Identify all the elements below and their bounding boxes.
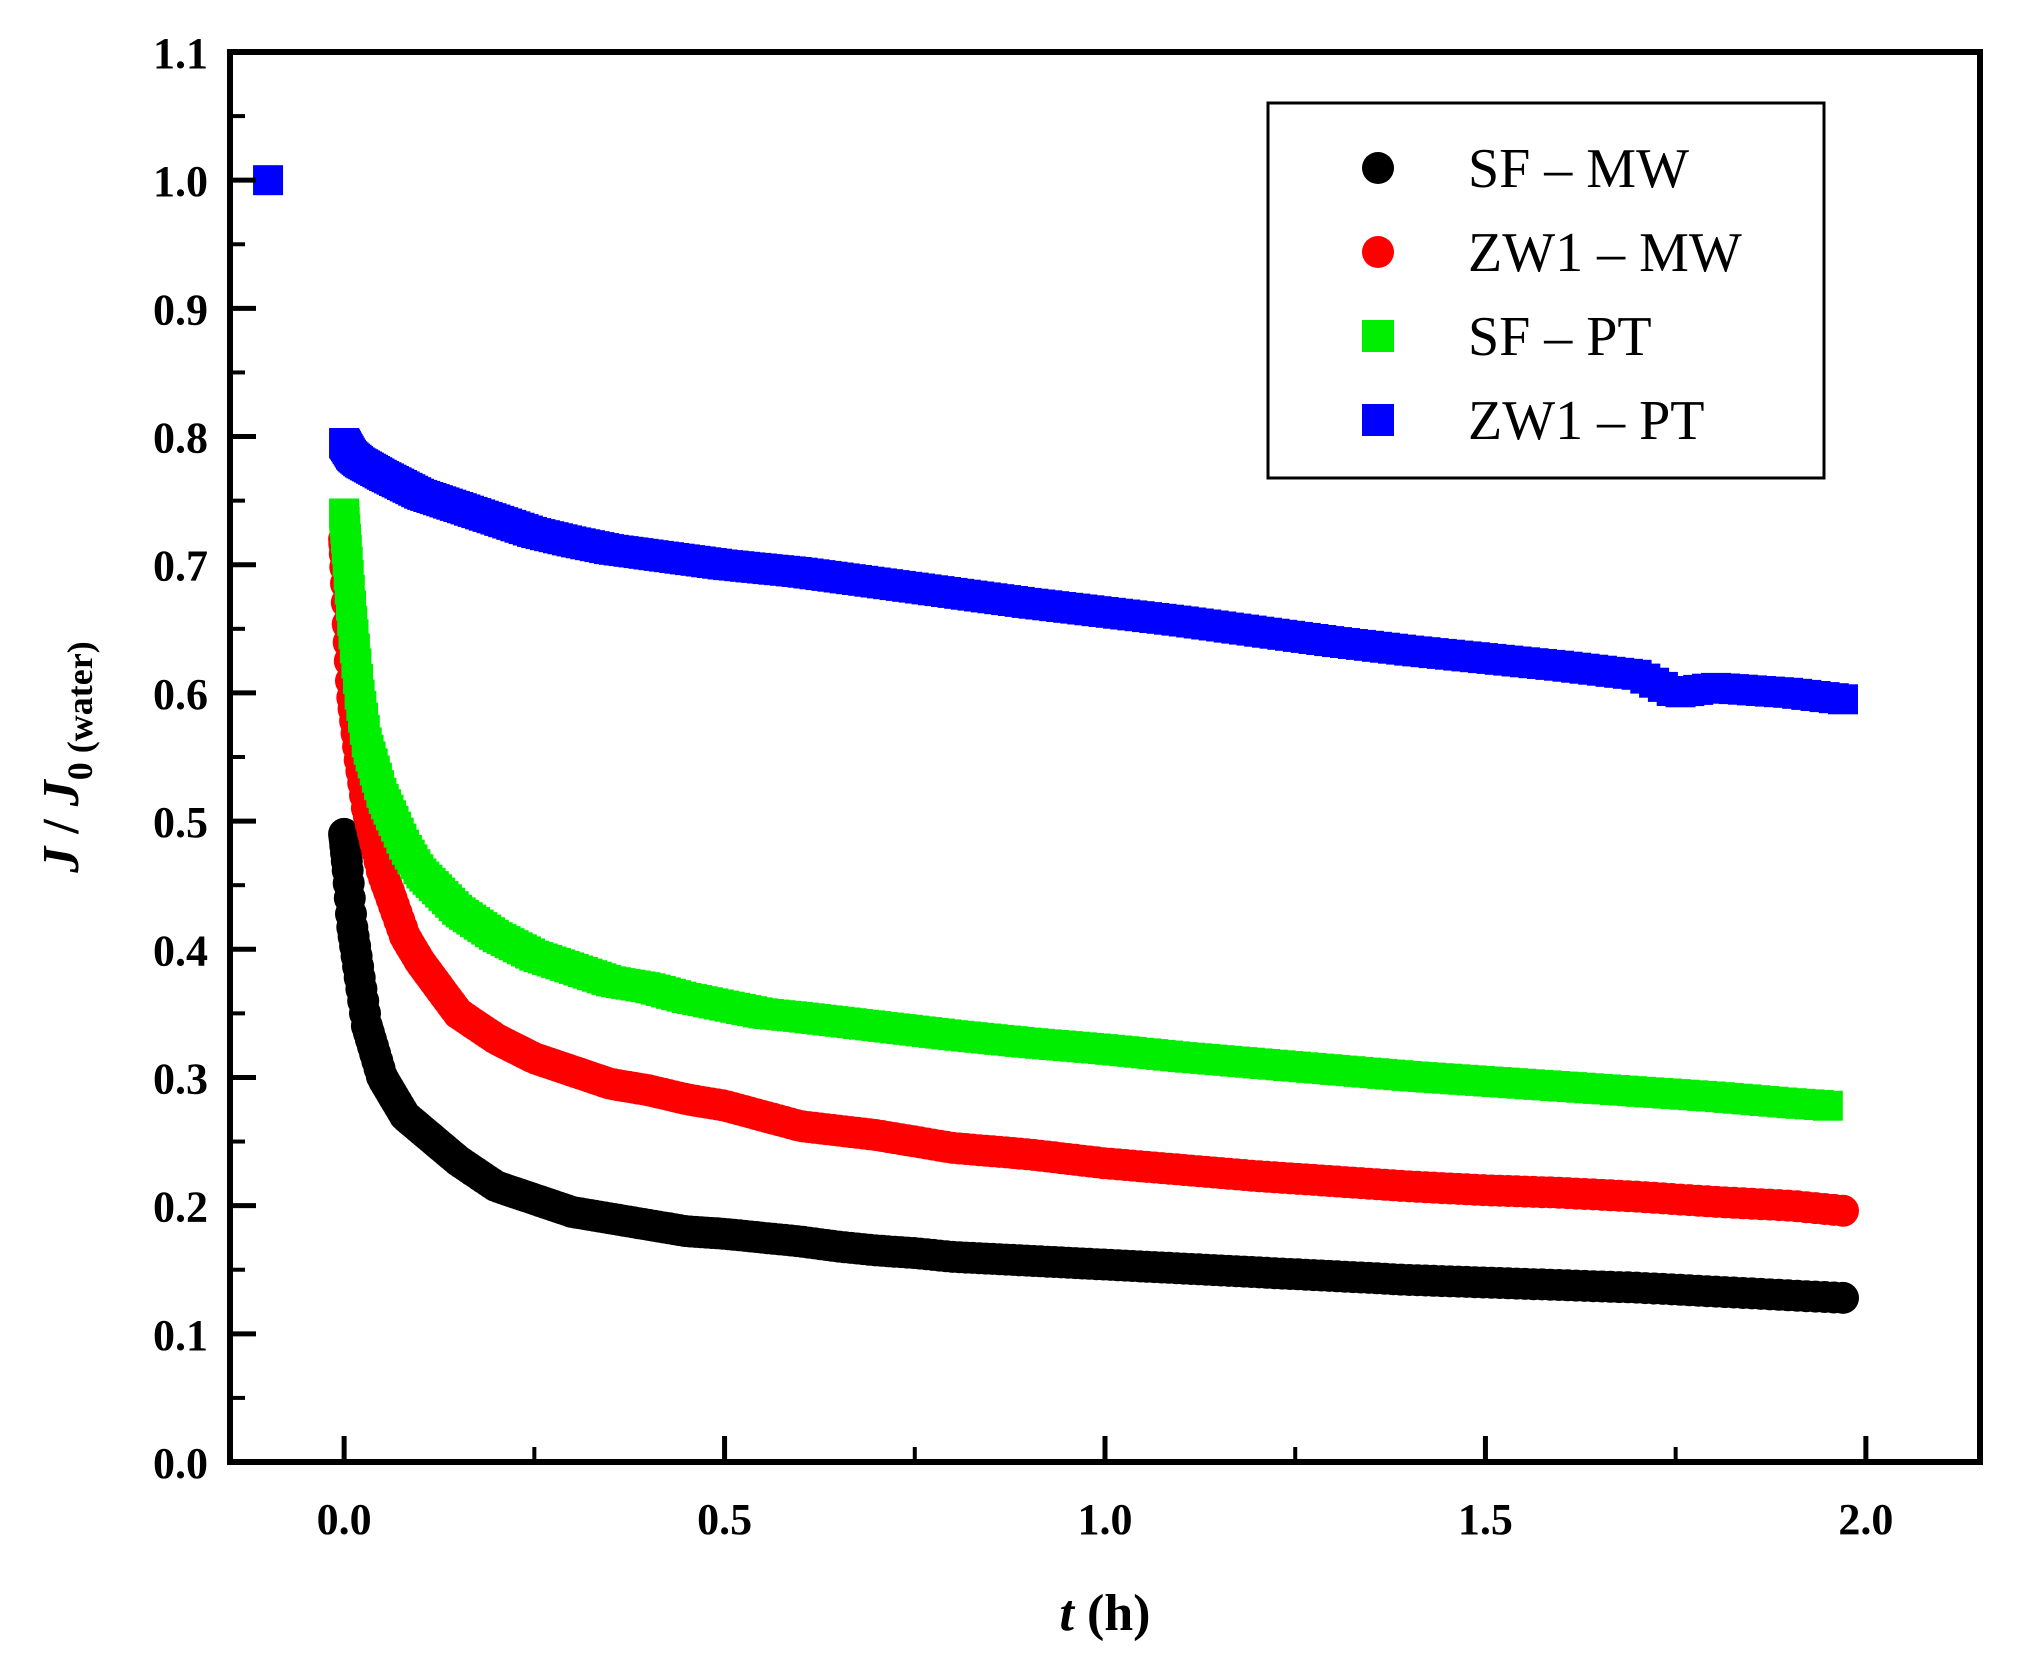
y-axis-sep: / bbox=[33, 806, 90, 846]
series-sf-pt bbox=[329, 498, 1843, 1121]
legend-marker-zw1-pt bbox=[1362, 404, 1394, 436]
data-point bbox=[1812, 1090, 1843, 1121]
y-tick-label: 0.1 bbox=[153, 1311, 208, 1360]
y-tick-label: 0.6 bbox=[153, 670, 208, 719]
x-tick-label: 0.5 bbox=[697, 1495, 752, 1544]
series-zw1-pt bbox=[329, 428, 1858, 715]
x-tick-label: 1.5 bbox=[1458, 1495, 1513, 1544]
legend-marker-sf-pt bbox=[1362, 320, 1394, 352]
y-tick-label: 0.0 bbox=[153, 1439, 208, 1488]
y-tick-label: 0.5 bbox=[153, 798, 208, 847]
initial-data-point bbox=[253, 165, 284, 196]
y-tick-label: 1.1 bbox=[153, 29, 208, 78]
y-tick-label: 0.7 bbox=[153, 542, 208, 591]
legend-box bbox=[1266, 101, 1826, 480]
x-tick-label: 2.0 bbox=[1838, 1495, 1893, 1544]
y-tick-label: 0.3 bbox=[153, 1054, 208, 1103]
x-tick-label: 1.0 bbox=[1078, 1495, 1133, 1544]
legend-label-sf-mw: SF – MW bbox=[1468, 138, 1689, 200]
y-axis-title: J / J0 (water) bbox=[33, 641, 100, 873]
x-axis-unit: (h) bbox=[1074, 1585, 1151, 1642]
legend-label-zw1-pt: ZW1 – PT bbox=[1468, 390, 1704, 452]
legend: SF – MW ZW1 – MW SF – PT ZW1 – PT bbox=[1266, 101, 1826, 480]
axis-ticks bbox=[230, 49, 1869, 1465]
data-point bbox=[1827, 1281, 1859, 1314]
y-tick-label: 0.4 bbox=[153, 926, 208, 975]
y-tick-label: 0.9 bbox=[153, 285, 208, 334]
data-point bbox=[1827, 1194, 1859, 1227]
legend-label-zw1-mw: ZW1 – MW bbox=[1468, 222, 1742, 284]
data-point bbox=[1828, 684, 1858, 715]
y-axis-j: J bbox=[33, 845, 90, 874]
x-axis-title: t (h) bbox=[1059, 1585, 1150, 1642]
x-axis-var: t bbox=[1059, 1585, 1075, 1642]
y-axis-j0: J bbox=[33, 778, 90, 807]
x-tick-label: 0.0 bbox=[317, 1495, 372, 1544]
y-axis-subscript: 0 (water) bbox=[60, 641, 100, 780]
axis-tick-labels: 0.0 0.5 1.0 1.5 2.0 0.0 0.1 0.2 0.3 0.4 0.5 0.6 0.7 0… bbox=[153, 29, 1893, 1544]
series-sf-mw bbox=[328, 817, 1859, 1314]
legend-marker-zw1-mw bbox=[1362, 236, 1394, 268]
data-marks bbox=[253, 165, 1859, 1314]
y-tick-label: 1.0 bbox=[153, 157, 208, 206]
legend-marker-sf-mw bbox=[1362, 152, 1394, 184]
legend-label-sf-pt: SF – PT bbox=[1468, 306, 1652, 368]
y-tick-label: 0.8 bbox=[153, 414, 208, 463]
y-tick-label: 0.2 bbox=[153, 1183, 208, 1232]
